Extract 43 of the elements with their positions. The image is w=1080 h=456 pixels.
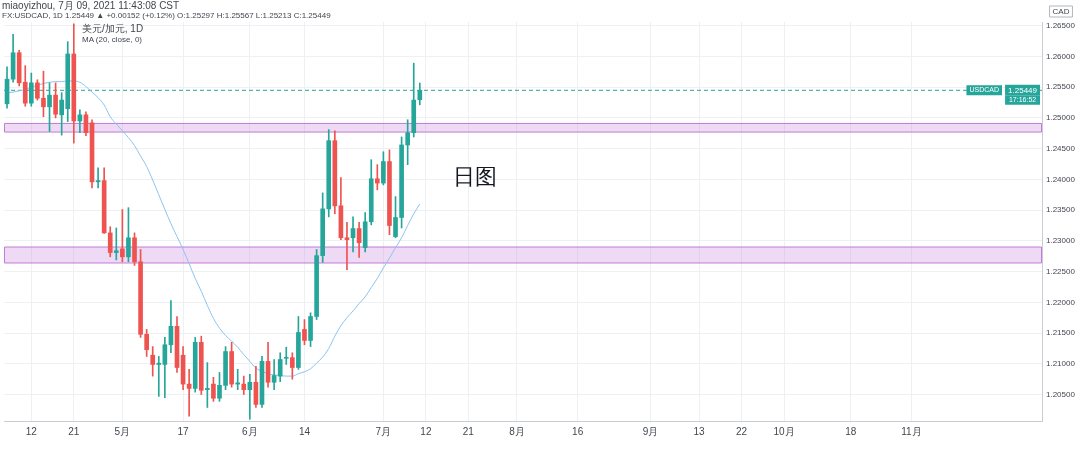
annotation: 日图 [453, 164, 497, 190]
y-tick-label: 1.24500 [1046, 143, 1076, 153]
x-tick-label: 9月 [642, 425, 659, 437]
x-tick-label: 14 [298, 425, 311, 437]
x-tick-label: 21 [68, 425, 80, 437]
x-tick-label: 17 [177, 425, 190, 437]
x-tick-label: 11月 [901, 425, 922, 437]
y-tick-label: 1.25500 [1046, 82, 1076, 92]
candlestick [283, 346, 289, 365]
x-tick-label: 6月 [242, 425, 258, 437]
y-tick-label: 1.23000 [1046, 236, 1076, 246]
x-tick-label: 12 [420, 425, 432, 437]
x-tick-label: 13 [693, 425, 706, 437]
y-tick-label: 1.20500 [1046, 389, 1076, 399]
y-tick-label: 1.25000 [1046, 113, 1076, 123]
x-tick-label: 8月 [509, 425, 525, 437]
annotation: 1.25449 [1008, 85, 1038, 95]
x-tick-label: 18 [845, 425, 857, 437]
candlestick [374, 164, 380, 191]
candlestick [156, 356, 162, 397]
x-tick-label: 21 [462, 425, 475, 437]
y-tick-label: 1.26500 [1046, 20, 1076, 30]
x-tick-label: 12 [25, 425, 38, 437]
x-tick-label: 7月 [375, 425, 392, 437]
x-tick-label: 22 [735, 425, 748, 437]
y-axis-title: CAD [1052, 6, 1070, 16]
annotation: 美元/加元, 1D [82, 22, 144, 34]
candlestick [113, 227, 119, 261]
x-tick-label: 10月 [773, 425, 795, 437]
y-tick-label: 1.24000 [1046, 174, 1076, 184]
y-tick-label: 1.26000 [1046, 51, 1076, 61]
candlestick [344, 222, 350, 271]
y-tick-label: 1.21500 [1046, 328, 1076, 338]
x-tick-label: 5月 [114, 425, 131, 437]
annotation: MA (20, close, 0) [82, 35, 143, 45]
y-tick-label: 1.22000 [1046, 297, 1076, 307]
x-tick-label: 16 [572, 425, 584, 437]
text: FX:USDCAD, 1D 1.25449 ▲ +0.00152 (+0.12%) O:1.25297 H:1.25567 L:1.25213 C:1.25449 [2, 11, 332, 21]
y-tick-label: 1.21000 [1046, 359, 1076, 369]
y-tick-label: 1.22500 [1046, 266, 1076, 276]
text: miaoyizhou, 7月 09, 2021 11:43:08 CST [2, 0, 180, 11]
candlestick [271, 359, 277, 390]
y-tick-label: 1.23500 [1046, 205, 1076, 215]
